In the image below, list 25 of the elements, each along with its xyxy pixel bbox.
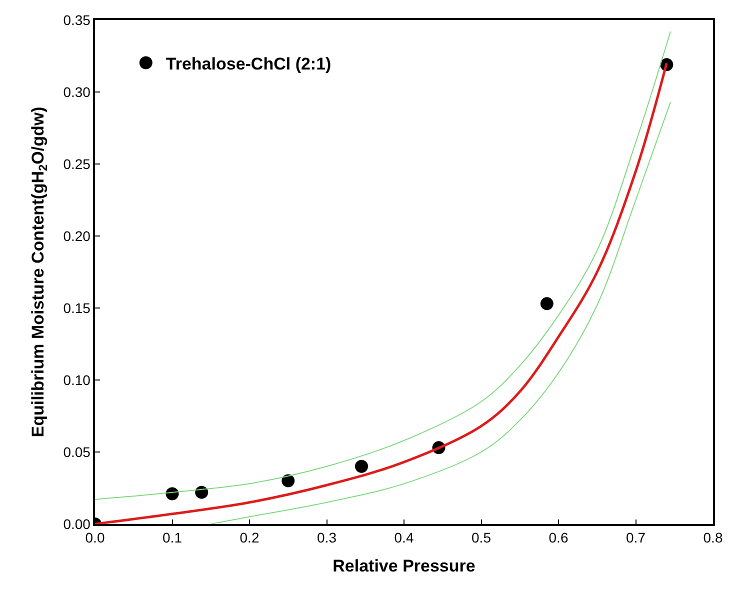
y-tick-label: 0.20 (63, 228, 91, 244)
point (166, 487, 179, 500)
x-tick-label: 0.4 (394, 530, 414, 546)
y-tick-label: 0.30 (63, 84, 91, 100)
x-tick-label: 0.3 (317, 530, 337, 546)
y-tick-label: 0.25 (63, 156, 91, 172)
x-tick-label: 0.5 (472, 530, 492, 546)
point (195, 486, 208, 499)
x-tick-label: 0.2 (240, 530, 260, 546)
y-tick-label: 0.15 (63, 300, 91, 316)
legend-label: Trehalose-ChCl (2:1) (166, 54, 332, 74)
x-tick-label: 0.0 (85, 530, 105, 546)
x-axis-title: Relative Pressure (332, 556, 476, 576)
y-tick-label: 0.05 (63, 444, 91, 460)
x-tick-label: 0.1 (162, 530, 182, 546)
x-tick-label: 0.8 (703, 530, 723, 546)
y-tick-label: 0.10 (63, 372, 91, 388)
point (540, 297, 554, 310)
line-series (210, 102, 672, 524)
y-tick-label: 0.35 (63, 12, 91, 28)
point (282, 474, 295, 488)
x-tick-label: 0.6 (548, 530, 568, 546)
x-tick-label: 0.7 (626, 530, 646, 546)
point (355, 460, 368, 473)
y-tick-label: 0.00 (63, 516, 91, 532)
